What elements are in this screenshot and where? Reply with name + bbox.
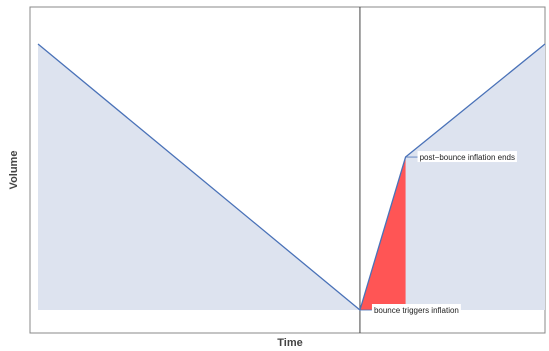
- area-fill: [38, 44, 545, 310]
- volume-line: [37, 43, 546, 312]
- annotation-label-bg-1: [371, 304, 461, 315]
- annotation-label-1: bounce triggers inflation: [374, 306, 459, 315]
- plot-layer: post−bounce inflation ends bounce trigger…: [37, 7, 546, 333]
- x-axis-title: Time: [277, 337, 302, 349]
- annotation-label-0: post−bounce inflation ends: [420, 153, 515, 162]
- y-axis-title: Volume: [8, 151, 20, 190]
- annotation-label-bg-0: [417, 151, 517, 163]
